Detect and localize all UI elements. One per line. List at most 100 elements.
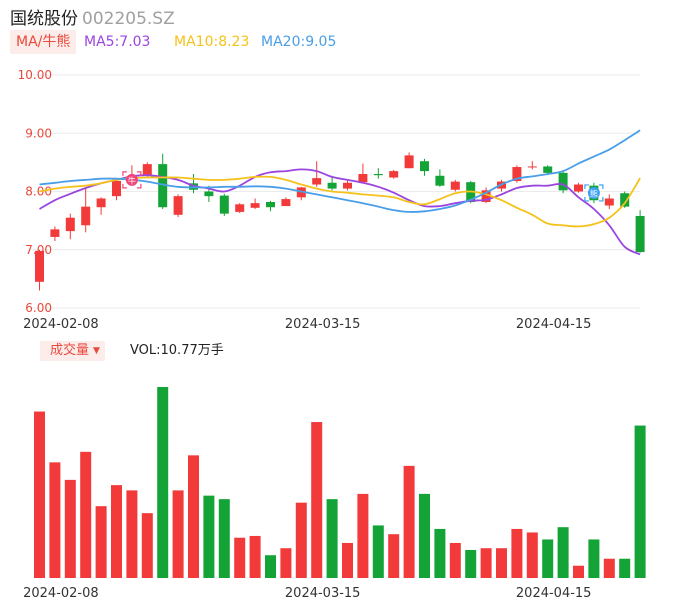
volume-bar xyxy=(511,528,523,578)
volume-bar xyxy=(311,422,323,578)
bull-marker-icon: 牛 xyxy=(122,171,142,189)
candle-body xyxy=(389,171,399,178)
candle-body xyxy=(404,155,414,169)
candle-body xyxy=(327,182,337,189)
volume-bar xyxy=(218,499,230,578)
candle-body xyxy=(373,174,383,176)
volume-bar xyxy=(265,555,276,578)
candle-body xyxy=(142,164,152,176)
candle-body xyxy=(635,215,645,253)
volume-bar xyxy=(326,499,338,578)
ma20-line xyxy=(39,129,641,213)
marker-dot xyxy=(125,173,138,186)
volume-bar xyxy=(49,462,61,578)
volume-bar xyxy=(619,558,631,578)
volume-bar xyxy=(188,455,199,578)
volume-bar xyxy=(634,425,646,578)
candle-body xyxy=(574,184,583,192)
date-tick-label: 2024-02-08 xyxy=(23,586,99,601)
stock-code: 002205.SZ xyxy=(82,9,175,29)
candle-body xyxy=(96,198,106,208)
marker-label: 牛 xyxy=(128,175,136,185)
volume-bar xyxy=(249,535,261,578)
candle-body xyxy=(527,166,537,168)
ma5-label: MA5:7.03 xyxy=(84,34,151,50)
candle-body xyxy=(312,178,322,185)
candle-body xyxy=(343,182,352,189)
price-tick-label: 6.00 xyxy=(25,301,52,315)
volume-bar xyxy=(157,387,169,578)
candle-body xyxy=(281,199,291,207)
marker-label: 熊 xyxy=(590,188,598,198)
price-tick-label: 8.00 xyxy=(25,185,52,199)
date-tick-label: 2024-03-15 xyxy=(285,586,361,601)
volume-bar xyxy=(141,513,153,578)
volume-tag-label: 成交量 xyxy=(50,343,90,358)
candle-body xyxy=(481,190,491,202)
candle-body xyxy=(65,217,75,232)
candle-body xyxy=(266,201,275,208)
date-tick-label: 2024-03-15 xyxy=(285,317,361,332)
ma10-line xyxy=(39,175,641,228)
candle-body xyxy=(358,174,368,183)
candle-body xyxy=(620,193,630,207)
volume-bar xyxy=(295,502,307,578)
volume-bar xyxy=(603,558,615,578)
volume-bar xyxy=(403,465,415,578)
candle-body xyxy=(604,198,614,206)
candle-body xyxy=(435,175,445,186)
candle-body xyxy=(204,191,214,197)
volume-bar xyxy=(357,493,369,578)
volume-bar xyxy=(588,539,600,578)
volume-bar xyxy=(557,527,569,578)
volume-bar xyxy=(342,542,353,578)
volume-bar xyxy=(64,479,76,578)
candle-body xyxy=(450,181,460,190)
volume-bar xyxy=(80,451,92,578)
volume-bar xyxy=(480,548,492,578)
date-tick-label: 2024-04-15 xyxy=(516,586,592,601)
price-tick-label: 7.00 xyxy=(25,243,52,257)
ma-indicator-selector[interactable]: MA/牛熊 xyxy=(10,30,77,54)
price-tick-label: 10.00 xyxy=(18,68,52,82)
volume-value: VOL:10.77万手 xyxy=(130,343,224,358)
candle-body xyxy=(558,172,568,191)
candle-body xyxy=(250,203,260,208)
candle-body xyxy=(543,166,553,173)
volume-bar xyxy=(419,493,430,578)
volume-bar xyxy=(449,542,461,578)
volume-bar xyxy=(372,525,384,578)
candle-body xyxy=(512,167,522,182)
candle-body xyxy=(235,204,245,212)
candle-body xyxy=(112,181,121,197)
volume-bar xyxy=(434,528,446,578)
volume-bar xyxy=(526,532,538,578)
ma10-label: MA10:8.23 xyxy=(174,34,250,50)
ma5-line xyxy=(39,168,641,256)
volume-bar xyxy=(34,411,45,578)
bear-marker-icon: 熊 xyxy=(584,184,604,202)
candle-body xyxy=(420,161,429,172)
volume-bar xyxy=(465,549,477,578)
candle-body xyxy=(219,195,229,214)
volume-bar xyxy=(203,495,215,578)
volume-indicator-selector[interactable]: 成交量 ▼ xyxy=(40,341,105,361)
candle-body xyxy=(81,206,91,226)
volume-bar xyxy=(573,565,584,578)
volume-bar xyxy=(542,539,554,578)
date-tick-label: 2024-02-08 xyxy=(23,317,99,332)
volume-bar xyxy=(111,485,122,578)
candle-body xyxy=(50,229,60,237)
stock-name: 国统股份 xyxy=(10,9,78,29)
volume-bar xyxy=(280,548,292,578)
volume-bar xyxy=(126,490,138,578)
volume-bar xyxy=(172,490,184,578)
candle-body xyxy=(173,196,183,215)
marker-bracket xyxy=(122,171,142,189)
candle-body xyxy=(35,250,44,282)
stock-title: 国统股份 002205.SZ xyxy=(10,4,175,29)
volume-bar xyxy=(95,506,107,578)
price-tick-label: 9.00 xyxy=(25,126,52,140)
marker-bracket xyxy=(584,184,604,202)
